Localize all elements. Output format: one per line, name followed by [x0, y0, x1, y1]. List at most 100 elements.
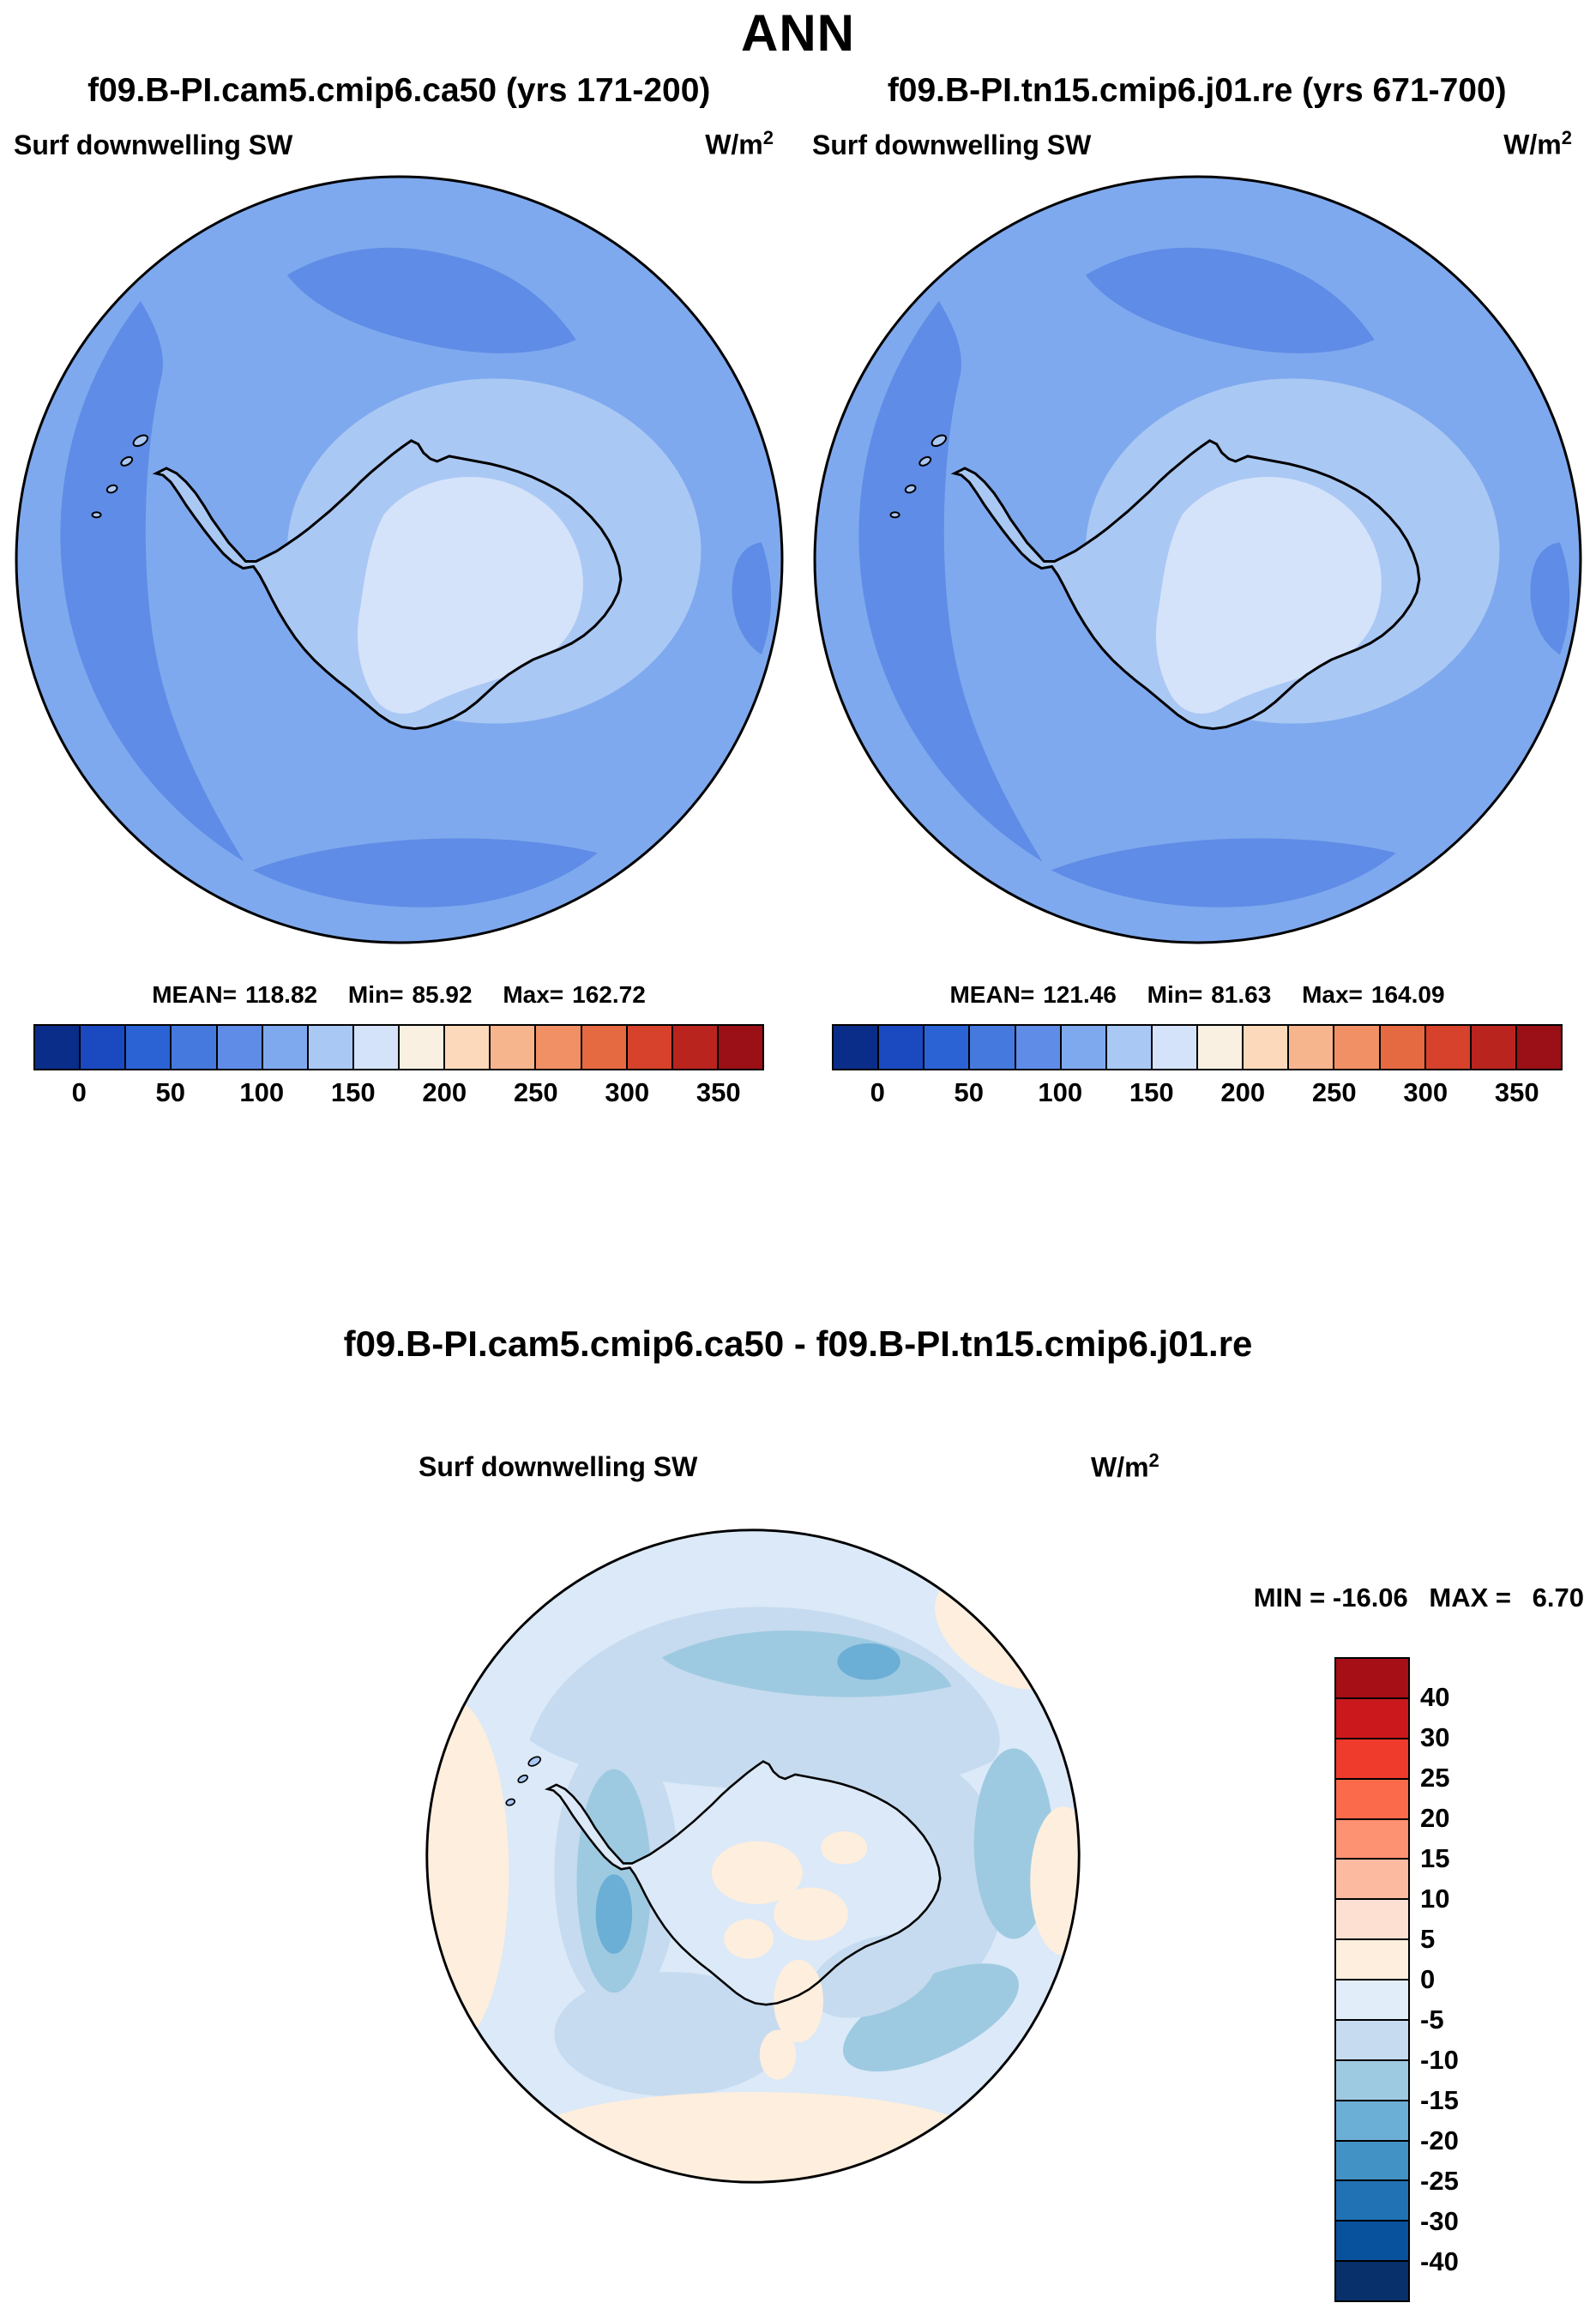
colorbar-cell [489, 1023, 537, 1070]
colorbar-cell [306, 1023, 354, 1070]
colorbar-tick-label: 0 [870, 1076, 885, 1107]
colorbar-cell [1334, 1938, 1410, 1980]
colorbar-tick-label: -25 [1420, 2166, 1459, 2196]
max-value: 162.72 [572, 980, 646, 1008]
colorbar-horizontal [33, 1023, 764, 1070]
colorbar-cell [1334, 1898, 1410, 1941]
colorbar-cell [352, 1023, 400, 1070]
colorbar-cell [1378, 1023, 1426, 1070]
colorbar-tick-label: 25 [1420, 1763, 1450, 1793]
colorbar-cell [124, 1023, 172, 1070]
colorbar-cell [1196, 1023, 1244, 1070]
colorbar-cell [877, 1023, 925, 1070]
colorbar-horizontal [832, 1023, 1563, 1070]
colorbar-tick-label: 100 [1038, 1076, 1083, 1107]
colorbar-cell [832, 1023, 880, 1070]
polar-map-case2 [798, 172, 1596, 952]
diff-max-value: 6.70 [1532, 1583, 1584, 1613]
colorbar-cell [443, 1023, 491, 1070]
colorbar-cell [1334, 1737, 1410, 1780]
colorbar-cell [79, 1023, 127, 1070]
colorbar-cell [1014, 1023, 1062, 1070]
diff-min-value: -16.06 [1332, 1583, 1408, 1613]
case-name-right: f09.B-PI.tn15.cmip6.j01.re (yrs 671-700) [887, 72, 1507, 109]
colorbar-vertical-labels: 40 30 25 20 15 10 5 0 -5 -10 -15 -20 -25 -30 -40 [1420, 1657, 1523, 2302]
colorbar-cell [1334, 1979, 1410, 2021]
colorbar-cell [398, 1023, 446, 1070]
colorbar-cell [968, 1023, 1016, 1070]
colorbar-cell [1334, 2099, 1410, 2142]
antarctica-map [810, 172, 1586, 948]
colorbar-tick-label: 0 [1420, 1964, 1436, 1994]
colorbar-cell [1469, 1023, 1517, 1070]
colorbar-tick-label: -40 [1420, 2246, 1459, 2276]
polar-map-case1 [0, 172, 798, 952]
diff-minmax-line: MIN = -16.06 MAX = 6.70 [1253, 1583, 1584, 1613]
colorbar-tick-label: 350 [1494, 1076, 1539, 1107]
colorbar-cell [1334, 1657, 1410, 1699]
mean-value: 118.82 [245, 980, 318, 1008]
colorbar-cell [1334, 2059, 1410, 2101]
colorbar-tick-label: 40 [1420, 1682, 1450, 1712]
colorbar-cell [1242, 1023, 1290, 1070]
colorbar-cell [1334, 2018, 1410, 2061]
subtitle-row: f09.B-PI.cam5.cmip6.ca50 (yrs 171-200) f… [0, 72, 1596, 110]
colorbar-cell [1334, 2139, 1410, 2182]
colorbar-cell [1424, 1023, 1472, 1070]
panel-header: Surf downwelling SW W/m2 [0, 127, 798, 161]
colorbar-cell [170, 1023, 218, 1070]
stats-line: MEAN= 121.46 Min= 81.63 Max= 164.09 [949, 980, 1445, 1008]
colorbar-tick-label: 350 [696, 1076, 741, 1107]
colorbar-cell [1515, 1023, 1563, 1070]
units-label: W/m2 [705, 127, 774, 160]
colorbar-tick-label: 0 [71, 1076, 87, 1107]
colorbar-tick-row: 0 50 100 150 200 250 300 350 [832, 1076, 1563, 1112]
colorbar-cell [261, 1023, 309, 1070]
colorbar-cell [1334, 1697, 1410, 1739]
page-title: ANN [741, 4, 855, 62]
panel-header: Surf downwelling SW W/m2 [798, 127, 1596, 161]
colorbar-tick-label: 250 [513, 1076, 558, 1107]
antarctica-difference-map [425, 1528, 1081, 2184]
field-label: Surf downwelling SW [14, 129, 293, 160]
colorbar-tick-row: 0 50 100 150 200 250 300 350 [33, 1076, 764, 1112]
colorbar-cell [1333, 1023, 1381, 1070]
antarctica-map [11, 172, 787, 948]
colorbar-cell [1334, 2179, 1410, 2222]
colorbar-cell [1334, 1777, 1410, 1820]
colorbar-tick-label: -20 [1420, 2125, 1459, 2155]
colorbar-cell [1334, 1818, 1410, 1860]
colorbar-tick-label: -30 [1420, 2206, 1459, 2236]
colorbar-tick-label: 50 [155, 1076, 185, 1107]
colorbar-tick-label: 300 [1403, 1076, 1448, 1107]
difference-title: f09.B-PI.cam5.cmip6.ca50 - f09.B-PI.tn15… [343, 1323, 1253, 1364]
colorbar-cell [534, 1023, 582, 1070]
colorbar-tick-label: 150 [1129, 1076, 1174, 1107]
colorbar-tick-label: 100 [239, 1076, 285, 1107]
colorbar-cell [1334, 1858, 1410, 1901]
min-value: 85.92 [412, 980, 473, 1008]
units-label: W/m2 [1503, 127, 1572, 160]
colorbar-tick-label: 5 [1420, 1924, 1436, 1954]
colorbar-cell [716, 1023, 764, 1070]
colorbar-cell [215, 1023, 263, 1070]
colorbar-tick-label: 200 [1220, 1076, 1266, 1107]
colorbar-tick-label: 150 [330, 1076, 376, 1107]
colorbar-cell [33, 1023, 81, 1070]
case-name-left: f09.B-PI.cam5.cmip6.ca50 (yrs 171-200) [87, 72, 711, 109]
colorbar-tick-label: 30 [1420, 1722, 1450, 1752]
panel-case1: Surf downwelling SW W/m2 MEAN= 118.82 Min… [0, 127, 798, 1112]
colorbar-tick-label: 10 [1420, 1884, 1450, 1914]
max-value: 164.09 [1370, 980, 1445, 1008]
colorbar-cell [671, 1023, 719, 1070]
colorbar-cell [1105, 1023, 1153, 1070]
colorbar-cell [1334, 2260, 1410, 2302]
stats-line: MEAN= 118.82 Min= 85.92 Max= 162.72 [152, 980, 646, 1008]
min-value: 81.63 [1211, 980, 1272, 1008]
colorbar-tick-label: 20 [1420, 1803, 1450, 1833]
colorbar-tick-label: -5 [1420, 2005, 1444, 2035]
colorbar-tick-label: 250 [1311, 1076, 1357, 1107]
colorbar-cell [1334, 2220, 1410, 2263]
colorbar-cell [923, 1023, 971, 1070]
